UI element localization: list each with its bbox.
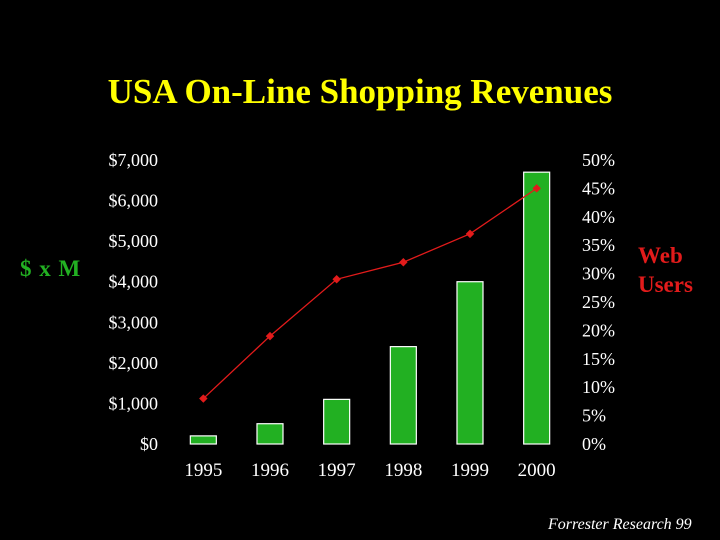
- y-tick-label-right: 20%: [582, 320, 615, 340]
- y-tick-label-right: 25%: [582, 292, 615, 312]
- x-tick-label: 2000: [518, 460, 556, 481]
- y-tick-label-right: 15%: [582, 349, 615, 369]
- y-tick-label-left: $7,000: [109, 150, 159, 170]
- source-note: Forrester Research 99: [548, 516, 692, 533]
- web-users-point: [332, 275, 341, 284]
- x-tick-label: 1999: [451, 460, 489, 481]
- chart-title: USA On-Line Shopping Revenues: [107, 72, 613, 111]
- bar: [523, 171, 551, 445]
- bar: [456, 281, 484, 445]
- x-tick-label: 1997: [318, 460, 356, 481]
- bar: [256, 423, 284, 445]
- y-axis-label-left: $ x M: [20, 256, 82, 281]
- y-tick-label-right: 10%: [582, 377, 615, 397]
- y-tick-label-right: 50%: [582, 150, 615, 170]
- bar: [323, 398, 351, 445]
- y-tick-label-right: 40%: [582, 207, 615, 227]
- y-tick-label-right: 30%: [582, 264, 615, 284]
- y-tick-label-right: 5%: [582, 406, 606, 426]
- y-tick-label-left: $4,000: [109, 272, 159, 292]
- web-users-point: [265, 331, 275, 341]
- x-tick-label: 1996: [251, 460, 289, 481]
- y-tick-label-left: $5,000: [109, 231, 159, 251]
- web-users-line: [202, 187, 538, 400]
- web-users-point: [465, 229, 475, 239]
- web-users-point: [399, 257, 408, 267]
- x-tick-label: 1995: [184, 460, 222, 481]
- bar: [389, 346, 417, 445]
- y-tick-label-left: $6,000: [109, 191, 159, 211]
- bar: [189, 435, 217, 445]
- y-tick-label-right: 0%: [582, 434, 606, 454]
- x-tick-label: 1998: [384, 460, 422, 481]
- y-tick-label-left: $3,000: [109, 312, 159, 332]
- web-users-point: [199, 394, 208, 403]
- y-tick-label-right: 45%: [582, 178, 615, 198]
- y-axis-label-right: Web Users: [638, 243, 693, 297]
- y-tick-label-left: $0: [140, 434, 158, 454]
- y-tick-label-right: 35%: [582, 235, 615, 255]
- y-tick-label-left: $2,000: [109, 353, 159, 373]
- y-tick-label-left: $1,000: [109, 393, 159, 413]
